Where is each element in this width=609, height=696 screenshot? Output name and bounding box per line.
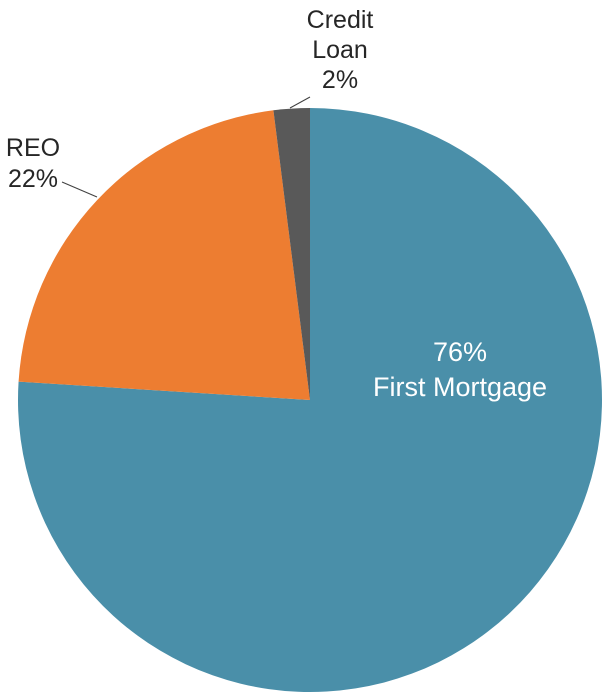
pie-slice bbox=[273, 108, 310, 400]
value-label: 22% bbox=[7, 165, 59, 193]
slice-label: REO bbox=[5, 134, 61, 162]
slice-label: Credit Loan bbox=[306, 6, 374, 64]
value-label: 2% bbox=[321, 66, 359, 94]
pie-slice bbox=[18, 108, 603, 692]
leader-line bbox=[289, 96, 311, 109]
pie-slice bbox=[18, 110, 310, 401]
leader-line bbox=[61, 181, 98, 198]
value-label: 76% bbox=[432, 337, 488, 367]
slice-label: First Mortgage bbox=[372, 372, 548, 402]
